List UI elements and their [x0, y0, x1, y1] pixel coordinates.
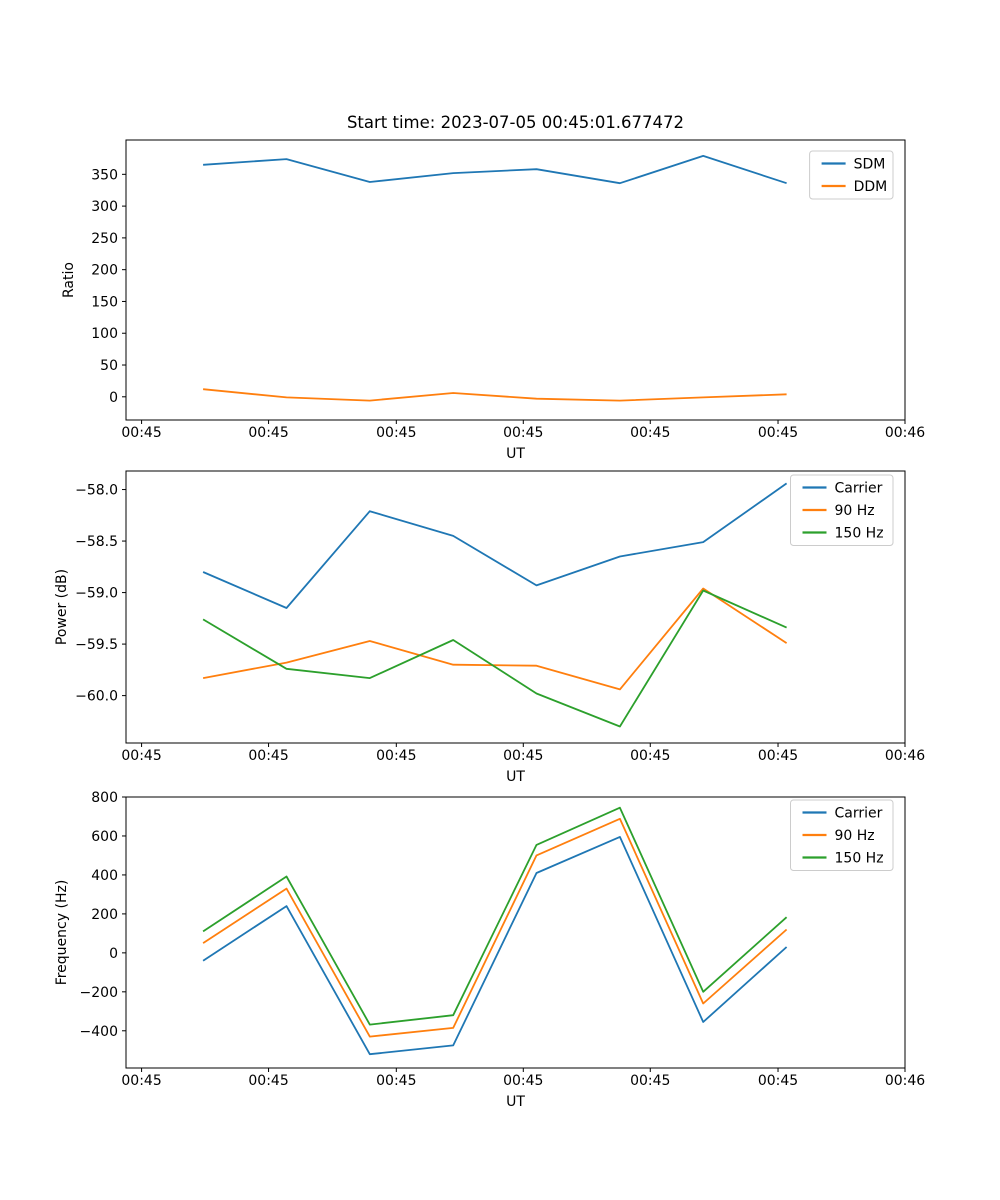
figure-title: Start time: 2023-07-05 00:45:01.677472: [346, 113, 685, 132]
series-line-90-hz: [202, 817, 788, 1038]
y-tick-label: 800: [91, 790, 118, 806]
legend-label-90-hz: 90 Hz: [835, 828, 875, 844]
x-tick-label: 00:45: [121, 748, 161, 764]
y-axis-label: Frequency (Hz): [54, 880, 70, 986]
y-tick-label: 600: [91, 829, 118, 845]
legend: Carrier 90 Hz 150 Hz: [790, 799, 894, 871]
y-tick-label: −200: [80, 985, 118, 1001]
x-axis-label: UT: [506, 1094, 525, 1110]
x-axis-label: UT: [506, 446, 525, 462]
legend-label-150-hz: 150 Hz: [835, 851, 884, 867]
y-tick-label: 50: [100, 358, 118, 374]
legend: Carrier 90 Hz 150 Hz: [790, 474, 894, 546]
series-line-150-hz: [202, 589, 787, 728]
x-tick-label: 00:45: [121, 425, 161, 441]
legend-label-carrier: Carrier: [835, 481, 883, 497]
x-tick-label: 00:45: [248, 425, 288, 441]
x-tick-label: 00:45: [248, 1073, 288, 1089]
x-tick-label: 00:45: [503, 1073, 543, 1089]
y-tick-label: 0: [109, 390, 118, 406]
y-tick-label: 0: [109, 946, 118, 962]
subplot-1: 00:45 00:45 00:45 00:45 00:45 00:45 00:46 UT 0 50…: [61, 139, 925, 462]
y-tick-label: −400: [80, 1024, 118, 1040]
series-line-sdm: [203, 154, 787, 185]
x-tick-label: 00:45: [758, 425, 798, 441]
x-tick-label: 00:45: [758, 748, 798, 764]
y-tick-label: −60.0: [75, 689, 118, 705]
y-tick-label: 150: [91, 294, 118, 310]
y-tick-label: 100: [91, 326, 118, 342]
x-tick-label: 00:45: [503, 748, 543, 764]
x-tick-label: 00:45: [758, 1073, 798, 1089]
legend: SDM DDM: [809, 150, 894, 200]
y-tick-label: −58.5: [75, 534, 118, 550]
x-tick-label: 00:46: [885, 425, 925, 441]
plot-area: [125, 470, 906, 744]
x-tick-label: 00:45: [630, 1073, 670, 1089]
series-line-ddm: [203, 388, 787, 402]
subplot-3: 00:45 00:45 00:45 00:45 00:45 00:45 00:46 UT 800…: [54, 790, 925, 1110]
x-tick-label: 00:45: [503, 425, 543, 441]
legend-box: [790, 799, 894, 871]
y-tick-label: 400: [91, 868, 118, 884]
y-tick-label: 200: [91, 907, 118, 923]
series-line-carrier: [202, 836, 788, 1056]
x-tick-label: 00:46: [885, 1073, 925, 1089]
x-tick-label: 00:45: [376, 1073, 416, 1089]
x-tick-label: 00:45: [630, 748, 670, 764]
x-tick-label: 00:46: [885, 748, 925, 764]
x-tick-label: 00:45: [630, 425, 670, 441]
series-line-carrier: [202, 482, 788, 609]
y-tick-label: −58.0: [75, 483, 118, 499]
legend-label-ddm: DDM: [854, 179, 888, 195]
legend-box: [790, 474, 894, 546]
y-tick-label: −59.5: [75, 637, 118, 653]
x-tick-label: 00:45: [376, 425, 416, 441]
x-tick-label: 00:45: [248, 748, 288, 764]
x-axis-label: UT: [506, 769, 525, 785]
y-axis-label: Ratio: [61, 262, 77, 298]
plot-area: [125, 139, 906, 421]
y-tick-label: −59.0: [75, 586, 118, 602]
plot-area: [125, 796, 906, 1069]
legend-label-sdm: SDM: [854, 157, 886, 173]
y-tick-label: 250: [91, 231, 118, 247]
y-axis-label: Power (dB): [54, 569, 70, 645]
series-line-150-hz: [202, 806, 788, 1026]
y-tick-label: 350: [91, 167, 118, 183]
x-tick-label: 00:45: [121, 1073, 161, 1089]
y-tick-label: 200: [91, 263, 118, 279]
legend-label-carrier: Carrier: [835, 806, 883, 822]
y-tick-label: 300: [91, 199, 118, 215]
legend-label-90-hz: 90 Hz: [835, 503, 875, 519]
subplot-2: 00:45 00:45 00:45 00:45 00:45 00:45 00:46 UT −58…: [54, 470, 925, 785]
x-tick-label: 00:45: [376, 748, 416, 764]
legend-label-150-hz: 150 Hz: [835, 526, 884, 542]
series-line-90-hz: [202, 587, 788, 691]
